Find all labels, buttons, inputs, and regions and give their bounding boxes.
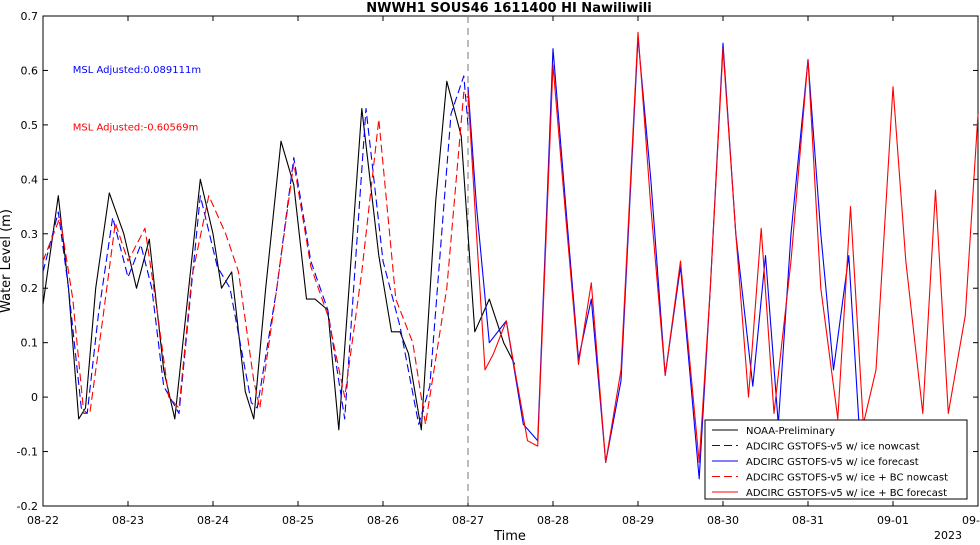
y-tick-label: 0.4 — [21, 173, 39, 186]
x-tick-label: 08-26 — [367, 514, 399, 527]
annotations: MSL Adjusted:0.089111m MSL Adjusted:-0.60… — [73, 65, 201, 133]
x-tick-label: 09-02 — [962, 514, 980, 527]
y-tick-label: 0.1 — [21, 337, 39, 350]
legend: NOAA-Preliminary ADCIRC GSTOFS-v5 w/ ice … — [704, 419, 968, 500]
y-tick-label: 0.7 — [21, 10, 39, 23]
series-line-4 — [467, 31, 979, 463]
x-axis-label: Time — [493, 529, 526, 541]
y-tick-label: -0.1 — [17, 446, 38, 459]
msl-annotation: MSL Adjusted:0.089111m — [73, 65, 201, 76]
y-tick-label: 0.5 — [21, 119, 39, 132]
x-axis-ticks: 08-22 08-23 08-24 08-25 08-26 08-27 08-28 08-29… — [27, 16, 980, 527]
legend-box — [704, 419, 968, 500]
chart-title: NWWH1 SOUS46 1611400 HI Nawiliwili — [366, 1, 651, 16]
series-line-3 — [42, 91, 469, 425]
y-tick-label: -0.2 — [17, 500, 38, 513]
legend-entry: NOAA-Preliminary — [746, 426, 835, 437]
x-tick-label: 09-01 — [877, 514, 909, 527]
y-axis-label: Water Level (m) — [0, 209, 14, 313]
legend-entry: ADCIRC GSTOFS-v5 w/ ice + BC forecast — [746, 488, 947, 499]
legend-entry: ADCIRC GSTOFS-v5 w/ ice nowcast — [746, 442, 920, 453]
msl-annotation: MSL Adjusted:-0.60569m — [73, 122, 199, 133]
series-line-2 — [467, 37, 860, 480]
y-tick-label: 0 — [31, 391, 38, 404]
x-tick-label: 08-30 — [707, 514, 739, 527]
x-tick-label: 08-23 — [112, 514, 144, 527]
y-axis-ticks: -0.2 -0.1 0 0.1 0.2 0.3 0.4 0.5 0.6 0.7 — [17, 10, 978, 513]
legend-entry: ADCIRC GSTOFS-v5 w/ ice + BC nowcast — [746, 473, 948, 484]
x-axis-year-label: 2023 — [934, 529, 962, 541]
y-tick-label: 0.6 — [21, 64, 39, 77]
series-line-0 — [42, 80, 516, 431]
x-tick-label: 08-31 — [792, 514, 824, 527]
plot-area: 08-22 08-23 08-24 08-25 08-26 08-27 08-28 08-29… — [17, 10, 980, 527]
x-tick-label: 08-27 — [452, 514, 484, 527]
y-tick-label: 0.2 — [21, 282, 39, 295]
x-tick-label: 08-25 — [282, 514, 314, 527]
series-line-1 — [42, 75, 469, 425]
x-tick-label: 08-24 — [197, 514, 229, 527]
x-tick-label: 08-29 — [622, 514, 654, 527]
y-tick-label: 0.3 — [21, 228, 39, 241]
x-tick-label: 08-28 — [537, 514, 569, 527]
x-tick-label: 08-22 — [27, 514, 59, 527]
series-lines — [42, 31, 979, 480]
legend-entry: ADCIRC GSTOFS-v5 w/ ice forecast — [746, 457, 919, 468]
